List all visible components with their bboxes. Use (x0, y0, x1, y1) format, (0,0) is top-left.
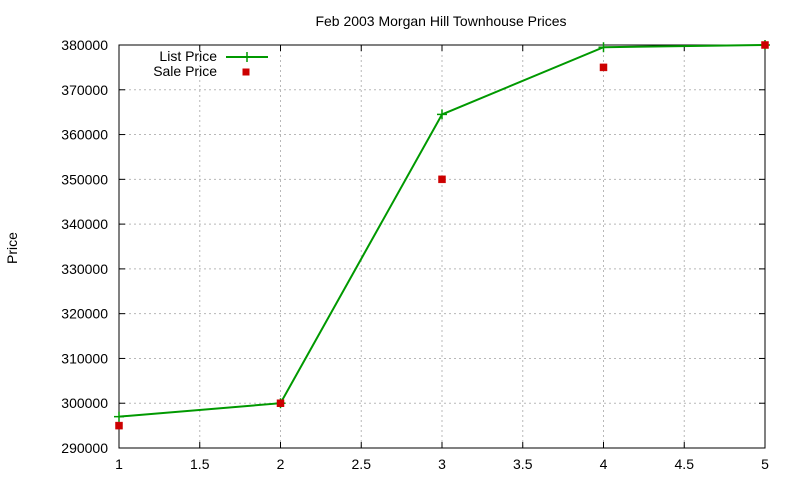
x-tick-label: 3 (438, 456, 446, 472)
sale-price-point (438, 175, 446, 184)
x-tick-label: 4 (600, 456, 608, 472)
y-tick-label: 350000 (61, 171, 108, 187)
chart-title: Feb 2003 Morgan Hill Townhouse Prices (315, 13, 566, 29)
grid-layer (119, 45, 765, 448)
x-tick-label: 5 (761, 456, 769, 472)
legend-sale-price-marker (242, 68, 250, 76)
y-tick-label: 340000 (61, 216, 108, 232)
series-sale-price (115, 41, 769, 430)
list-price-point (114, 411, 124, 422)
y-tick-label: 330000 (61, 261, 108, 277)
x-tick-label: 2 (277, 456, 285, 472)
sale-price-point (761, 41, 769, 49)
y-tick-label: 360000 (61, 127, 108, 143)
sale-price-point (276, 399, 285, 407)
y-tick-label: 310000 (61, 350, 108, 366)
list-price-point (598, 42, 609, 53)
x-tick-label: 2.5 (352, 456, 372, 472)
y-tick-label: 290000 (61, 440, 108, 456)
list-price-point (437, 109, 447, 120)
y-tick-label: 320000 (61, 306, 108, 322)
axis-layer: 1 1.5 2 2.5 3 3.5 4 4.5 5 290000 300000 310000 32000… (61, 37, 769, 472)
x-tick-label: 4.5 (675, 456, 695, 472)
plot-border (118, 44, 766, 449)
sale-price-point (115, 421, 123, 430)
series-layer (114, 40, 770, 430)
x-tick-label: 3.5 (513, 456, 533, 472)
legend-list-price-label: List Price (159, 48, 217, 64)
y-tick-label: 300000 (61, 395, 108, 411)
x-tick-label: 1 (115, 456, 123, 472)
x-tick-label: 1.5 (190, 456, 210, 472)
y-axis-label: Price (4, 232, 20, 264)
y-tick-label: 380000 (61, 37, 108, 53)
legend-sale-price-label: Sale Price (153, 63, 217, 79)
sale-price-point (599, 63, 608, 72)
y-tick-label: 370000 (61, 82, 108, 98)
legend-list-price-marker (242, 52, 252, 62)
